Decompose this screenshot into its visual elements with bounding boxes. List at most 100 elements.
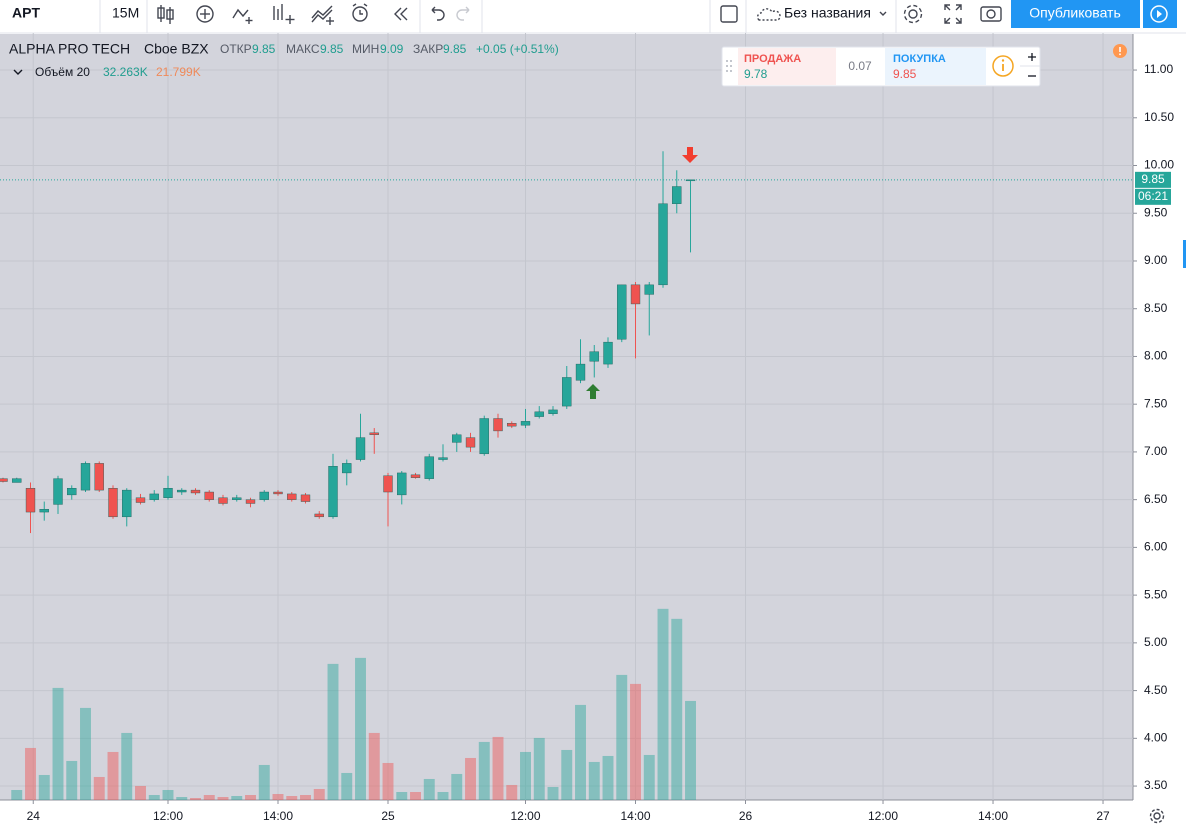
sell-label[interactable]: ПРОДАЖА xyxy=(744,53,801,65)
settings-button[interactable] xyxy=(903,4,923,24)
candle-body xyxy=(0,478,8,482)
warning-dot xyxy=(1119,53,1121,56)
redo-button[interactable] xyxy=(456,6,470,21)
x-tick-label: 12:00 xyxy=(510,809,540,823)
side-panel-handle[interactable] xyxy=(1183,240,1186,268)
x-tick-label: 24 xyxy=(27,809,41,823)
volume-bar xyxy=(451,773,463,800)
candle-body xyxy=(658,203,668,286)
volume-bar xyxy=(341,772,353,800)
volume-bar xyxy=(121,732,133,800)
alert-button[interactable] xyxy=(352,3,368,22)
volume-bar xyxy=(575,704,586,800)
volume-bar xyxy=(52,687,64,800)
x-tick-label: 26 xyxy=(739,809,753,823)
volume-bar xyxy=(368,732,380,800)
volume-bar xyxy=(616,674,628,800)
volume-bar xyxy=(533,737,545,800)
interval[interactable]: 15M xyxy=(112,5,139,21)
high-value: 9.85 xyxy=(320,42,344,56)
play-triangle xyxy=(1157,10,1162,18)
replay-button[interactable] xyxy=(394,7,408,21)
volume-bar xyxy=(685,700,696,800)
candle-body xyxy=(232,497,242,500)
layout-name[interactable]: Без названия xyxy=(784,5,871,21)
volume-bar xyxy=(630,683,641,800)
open-label: ОТКР xyxy=(220,42,252,56)
volume-bar xyxy=(190,797,201,800)
buy-label[interactable]: ПОКУПКА xyxy=(893,53,946,65)
undo-button[interactable] xyxy=(431,6,445,21)
volume-bar xyxy=(423,778,435,800)
cloud-icon xyxy=(756,8,781,21)
sell-price[interactable]: 9.78 xyxy=(744,67,768,81)
candle-body xyxy=(383,475,393,493)
volume-bar xyxy=(245,794,256,800)
price-axis xyxy=(1133,34,1186,834)
volume-bar xyxy=(176,796,188,800)
volume-bar xyxy=(107,751,119,800)
publish-label[interactable]: Опубликовать xyxy=(1029,5,1121,21)
candle-body xyxy=(204,491,214,500)
y-tick-label: 5.00 xyxy=(1144,635,1168,649)
y-tick-label: 4.50 xyxy=(1144,683,1168,697)
y-tick-label: 6.00 xyxy=(1144,540,1168,554)
buy-signal-arrow xyxy=(586,384,600,399)
symbol[interactable]: APT xyxy=(12,5,40,21)
x-tick-label: 12:00 xyxy=(868,809,898,823)
candle-body xyxy=(245,499,256,504)
candle-body xyxy=(603,341,613,365)
sell-signal-arrow xyxy=(682,147,698,163)
candle-body xyxy=(314,513,324,518)
y-tick-label: 7.00 xyxy=(1144,444,1168,458)
candle-body xyxy=(548,409,558,414)
volume-bar xyxy=(561,749,573,800)
compare-button[interactable] xyxy=(196,5,214,23)
toolbar xyxy=(0,0,1186,33)
candle-body xyxy=(163,487,173,498)
candle-body xyxy=(644,284,654,295)
y-tick-label: 8.50 xyxy=(1144,301,1168,315)
y-tick-label: 11.00 xyxy=(1144,62,1173,76)
publish-button[interactable] xyxy=(1011,0,1140,28)
drag-handle[interactable] xyxy=(726,60,732,72)
candle-body xyxy=(342,463,352,474)
candle-body xyxy=(355,437,366,460)
candle-body xyxy=(534,411,544,417)
info-icon[interactable] xyxy=(992,55,1014,77)
low-label: МИН xyxy=(352,42,379,56)
y-tick-label: 4.00 xyxy=(1144,730,1168,744)
volume-bar xyxy=(437,791,449,800)
layout-button[interactable] xyxy=(720,5,738,23)
x-tick-label: 14:00 xyxy=(978,809,1008,823)
candles xyxy=(0,151,1133,534)
axis-settings[interactable] xyxy=(1149,808,1165,824)
volume-bar xyxy=(272,793,284,800)
candle-body xyxy=(300,494,311,502)
candle-body xyxy=(177,489,187,493)
candle-body xyxy=(672,186,682,204)
fullscreen-button[interactable] xyxy=(944,4,962,24)
buy-button[interactable] xyxy=(885,48,986,85)
templates-button[interactable] xyxy=(273,4,295,24)
chart-type-button[interactable] xyxy=(157,5,174,24)
strategy-button[interactable] xyxy=(311,5,334,25)
increase-button[interactable] xyxy=(1028,53,1036,61)
low-value: 9.09 xyxy=(380,42,404,56)
countdown-label: 06:21 xyxy=(1138,189,1168,203)
snapshot-button[interactable] xyxy=(980,6,1002,22)
last-price-tag xyxy=(1135,171,1171,188)
collapse-legend[interactable] xyxy=(13,69,23,75)
buy-price[interactable]: 9.85 xyxy=(893,67,917,81)
candle-body xyxy=(479,418,489,455)
volume-bar xyxy=(410,791,421,800)
volume-bar xyxy=(506,784,518,800)
layout-menu[interactable] xyxy=(879,11,887,16)
volume-bar xyxy=(643,754,655,800)
candle-body xyxy=(190,489,201,494)
volume-bar xyxy=(478,741,490,800)
indicators-button[interactable] xyxy=(232,8,253,24)
x-tick-label: 25 xyxy=(381,809,395,823)
y-tick-label: 10.00 xyxy=(1144,158,1174,172)
sell-button[interactable] xyxy=(738,48,836,85)
